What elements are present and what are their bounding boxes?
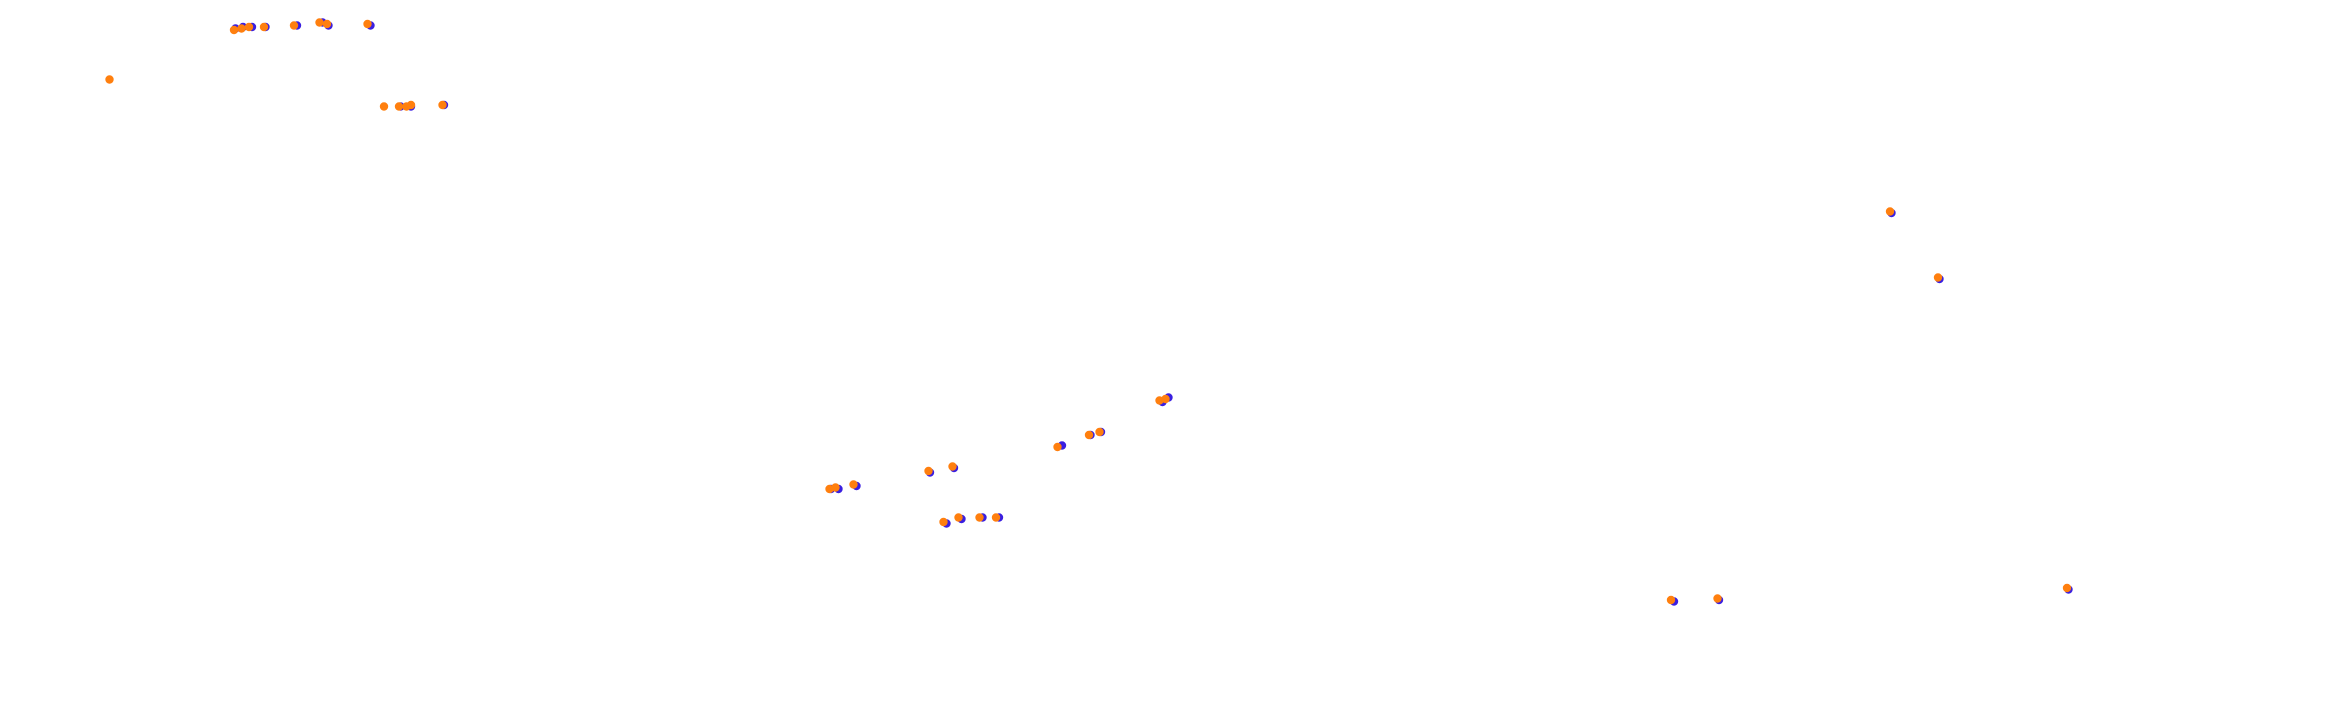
scatter-point-series1-9: [379, 102, 389, 111]
scatter-point-series1-22: [924, 466, 933, 476]
scatter-point-series1-18: [1095, 427, 1104, 437]
scatter-point-series1-14: [1885, 207, 1895, 216]
scatter-marks: [105, 18, 2073, 606]
scatter-point-series1-10: [394, 102, 404, 111]
scatter-point-series1-27: [975, 513, 984, 522]
scatter-point-series1-15: [1933, 273, 1943, 282]
scatter-point-series1-1: [229, 25, 239, 35]
scatter-point-series1-7: [322, 19, 332, 29]
scatter-point-series1-23: [849, 480, 858, 489]
scatter-point-series1-31: [1666, 595, 1676, 605]
scatter-point-series1-29: [939, 517, 948, 527]
scatter-point-series1-6: [315, 18, 324, 27]
scatter-point-series1-0: [105, 75, 114, 84]
scatter-point-series1-25: [825, 484, 834, 494]
scatter-point-series1-20: [1053, 442, 1062, 452]
scatter-point-series1-32: [2062, 583, 2072, 593]
scatter-point-series1-12: [406, 100, 416, 110]
scatter-point-series1-4: [259, 22, 269, 32]
scatter-point-series1-28: [954, 513, 963, 522]
scatter-point-series1-13: [438, 100, 447, 110]
scatter-point-series1-30: [1713, 594, 1722, 603]
scatter-point-series1-26: [991, 513, 1001, 522]
scatter-point-series1-21: [948, 462, 957, 471]
scatter-point-series1-3: [244, 22, 254, 32]
scatter-point-series1-17: [1155, 396, 1164, 405]
scatter-point-series1-8: [363, 19, 372, 29]
scatter-point-series1-2: [237, 24, 246, 33]
scatter-point-series1-5: [289, 21, 299, 30]
scatter-point-series1-19: [1084, 430, 1094, 440]
